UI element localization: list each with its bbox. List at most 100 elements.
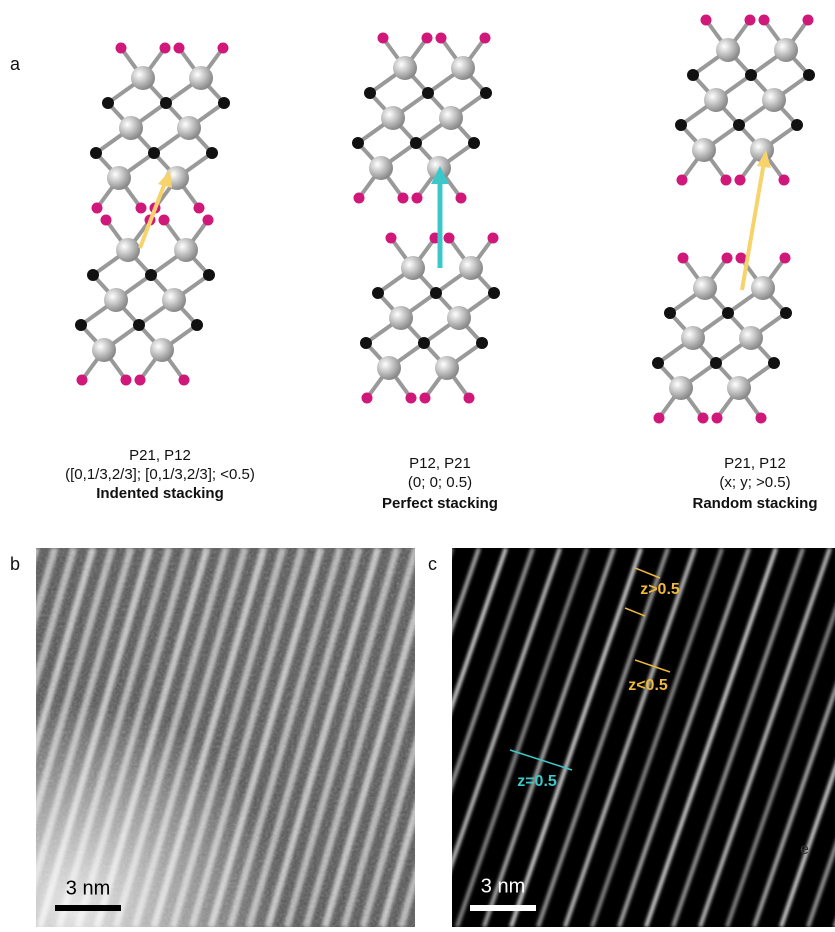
atom [378, 33, 389, 44]
atom [389, 306, 413, 330]
atom [107, 166, 131, 190]
atom [774, 38, 798, 62]
atom [101, 215, 112, 226]
atom [364, 87, 376, 99]
atom [762, 88, 786, 112]
atom [104, 288, 128, 312]
caption: (x; y; >0.5) [719, 474, 790, 491]
atom [150, 338, 174, 362]
atom [189, 66, 213, 90]
lattice-fringe [0, 548, 17, 927]
atom [159, 215, 170, 226]
atom [218, 43, 229, 54]
atom [430, 287, 442, 299]
lattice-fringe [0, 548, 36, 927]
atom [654, 413, 665, 424]
atom [92, 338, 116, 362]
atom [456, 193, 467, 204]
atom [722, 307, 734, 319]
atom [751, 276, 775, 300]
atom [116, 238, 140, 262]
atom [136, 203, 147, 214]
atom [439, 106, 463, 130]
atom [693, 276, 717, 300]
arrow-head [158, 170, 172, 188]
atom [745, 69, 757, 81]
atom [75, 319, 87, 331]
atom [779, 175, 790, 186]
annotation: z>0.5 [640, 581, 680, 598]
atom [119, 116, 143, 140]
caption: ([0,1/3,2/3]; [0,1/3,2/3]; <0.5) [65, 466, 255, 483]
atom [436, 33, 447, 44]
atom [722, 253, 733, 264]
atom [386, 233, 397, 244]
atom [218, 97, 230, 109]
panel-label: a [10, 54, 21, 74]
atom [780, 253, 791, 264]
atom [710, 357, 722, 369]
atom [362, 393, 373, 404]
atom [698, 413, 709, 424]
atom [369, 156, 393, 180]
atom [480, 87, 492, 99]
atom [739, 326, 763, 350]
atom [721, 175, 732, 186]
atom [704, 88, 728, 112]
atom [447, 306, 471, 330]
atom [160, 97, 172, 109]
atom [418, 337, 430, 349]
atom [162, 288, 186, 312]
atom [451, 56, 475, 80]
atom [393, 56, 417, 80]
atom [354, 193, 365, 204]
atom [422, 87, 434, 99]
figure: a P21, P12 ([0,1/3,2/3]; [0,1/3,2/3]; <0… [0, 0, 835, 927]
atom [459, 256, 483, 280]
atom [488, 233, 499, 244]
atom [652, 357, 664, 369]
caption-title: Random stacking [692, 495, 817, 512]
atom [90, 147, 102, 159]
atom [476, 337, 488, 349]
atom [675, 119, 687, 131]
atom [677, 175, 688, 186]
panel-label: b [10, 554, 20, 574]
atom [174, 238, 198, 262]
atom [203, 269, 215, 281]
atom [87, 269, 99, 281]
atom [727, 376, 751, 400]
caption: P12, P21 [409, 455, 471, 472]
panel-label: c [428, 554, 437, 574]
atom [681, 326, 705, 350]
atom [756, 413, 767, 424]
corner-mark: e [800, 841, 809, 858]
atom [174, 43, 185, 54]
atom [712, 413, 723, 424]
atom [678, 253, 689, 264]
atom [194, 203, 205, 214]
atom [803, 15, 814, 26]
atom [803, 69, 815, 81]
atom [716, 38, 740, 62]
atom [410, 137, 422, 149]
atom [687, 69, 699, 81]
atom [352, 137, 364, 149]
atom [664, 307, 676, 319]
atom [733, 119, 745, 131]
atom [206, 147, 218, 159]
atom [422, 33, 433, 44]
atom [745, 15, 756, 26]
atom [135, 375, 146, 386]
atom [401, 256, 425, 280]
atom [102, 97, 114, 109]
caption: P21, P12 [724, 455, 786, 472]
scale-label: 3 nm [481, 875, 525, 897]
atom [381, 106, 405, 130]
caption: P21, P12 [129, 447, 191, 464]
atom [145, 269, 157, 281]
crystal-structures [75, 15, 815, 424]
atom [444, 233, 455, 244]
atom [148, 147, 160, 159]
scale-label: 3 nm [66, 877, 110, 899]
